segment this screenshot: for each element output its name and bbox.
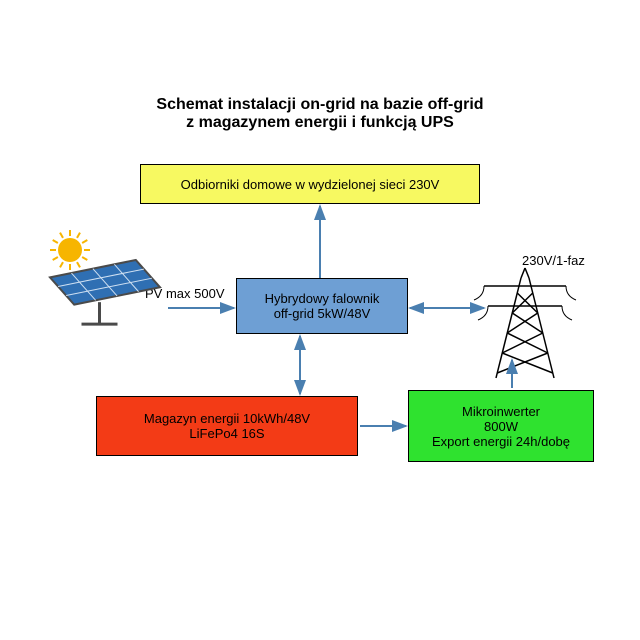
node-storage: Magazyn energii 10kWh/48V LiFePo4 16S [96,396,358,456]
diagram-title: Schemat instalacji on-grid na bazie off-… [0,96,640,132]
node-loads-label: Odbiorniki domowe w wydzielonej sieci 23… [181,177,440,192]
node-microinverter-label: Mikroinwerter 800W Export energii 24h/do… [432,404,570,449]
node-inverter: Hybrydowy falownik off-grid 5kW/48V [236,278,408,334]
node-loads: Odbiorniki domowe w wydzielonej sieci 23… [140,164,480,204]
label-pv: PV max 500V [145,286,225,301]
title-line2: z magazynem energii i funkcją UPS [186,114,454,131]
label-grid: 230V/1-faz [522,253,585,268]
title-line1: Schemat instalacji on-grid na bazie off-… [156,96,483,113]
power-pylon-icon [474,268,576,378]
sun-icon [50,230,90,270]
node-storage-label: Magazyn energii 10kWh/48V LiFePo4 16S [144,411,310,441]
node-inverter-label: Hybrydowy falownik off-grid 5kW/48V [265,291,380,321]
node-microinverter: Mikroinwerter 800W Export energii 24h/do… [408,390,594,462]
diagram-stage: Schemat instalacji on-grid na bazie off-… [0,0,640,640]
solar-panel-icon [50,260,160,324]
